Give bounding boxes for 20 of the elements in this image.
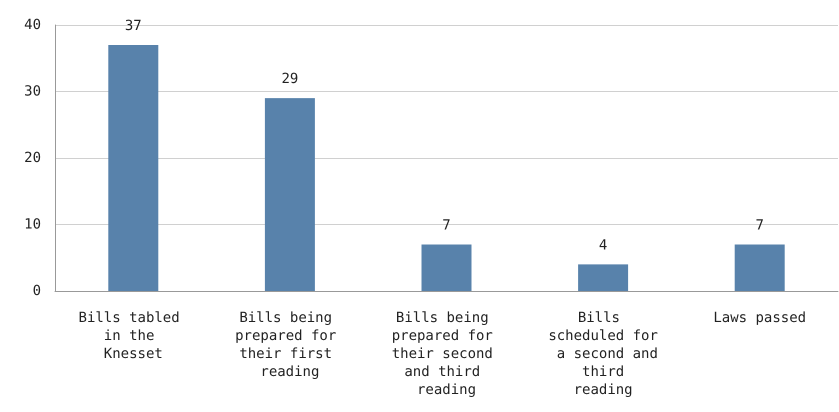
x-tick-label: Bills tabled in the Knesset xyxy=(78,310,188,362)
bar xyxy=(108,44,158,291)
data-label: 4 xyxy=(598,237,608,254)
y-tick-label: 10 xyxy=(24,216,41,232)
bar xyxy=(578,264,628,291)
data-label: 29 xyxy=(281,71,298,88)
bar xyxy=(422,244,472,291)
x-tick-label: Bills being prepared for their first reading xyxy=(235,310,345,380)
x-tick-label: Bills being prepared for their second and third reading xyxy=(392,310,502,398)
y-tick-label: 40 xyxy=(24,17,41,33)
data-label: 7 xyxy=(442,217,451,234)
bar xyxy=(264,98,315,291)
bar xyxy=(734,244,785,291)
x-tick-label: Laws passed xyxy=(713,310,806,326)
y-tick-label: 30 xyxy=(24,84,41,100)
data-label: 37 xyxy=(124,18,142,34)
y-tick-label: 20 xyxy=(24,150,41,166)
x-tick-label: Bills scheduled for a second and third reading xyxy=(548,310,658,398)
data-label: 7 xyxy=(755,217,764,234)
y-tick-label: 0 xyxy=(32,283,41,299)
